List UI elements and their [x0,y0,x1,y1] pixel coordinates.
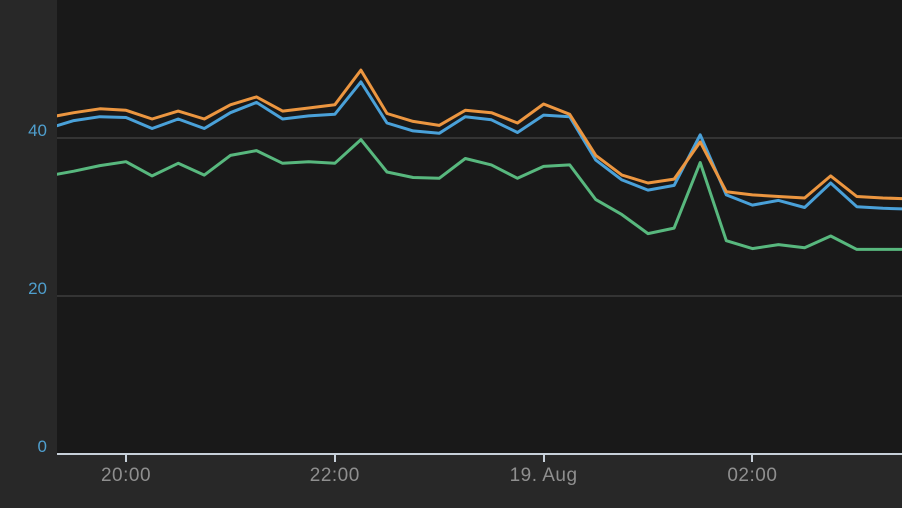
x-tick-mark [125,455,127,462]
y-tick-label: 0 [37,437,47,456]
x-tick-mark [333,455,336,462]
y-tick-label: 40 [28,121,47,140]
x-axis-line [57,453,902,455]
x-tick-label: 20:00 [100,465,152,486]
blue-series-line [57,80,902,211]
green-series-line [57,138,902,251]
plot-area[interactable] [57,0,902,454]
x-tick-label: 02:00 [727,465,778,486]
x-tick-label: 22:00 [309,465,360,486]
x-tick-label: 19. Aug [509,465,578,486]
x-tick-mark [751,455,754,462]
orange-series-line [57,68,902,201]
chart-canvas [57,68,902,297]
y-tick-label: 20 [28,279,47,298]
x-tick-mark [542,455,545,462]
